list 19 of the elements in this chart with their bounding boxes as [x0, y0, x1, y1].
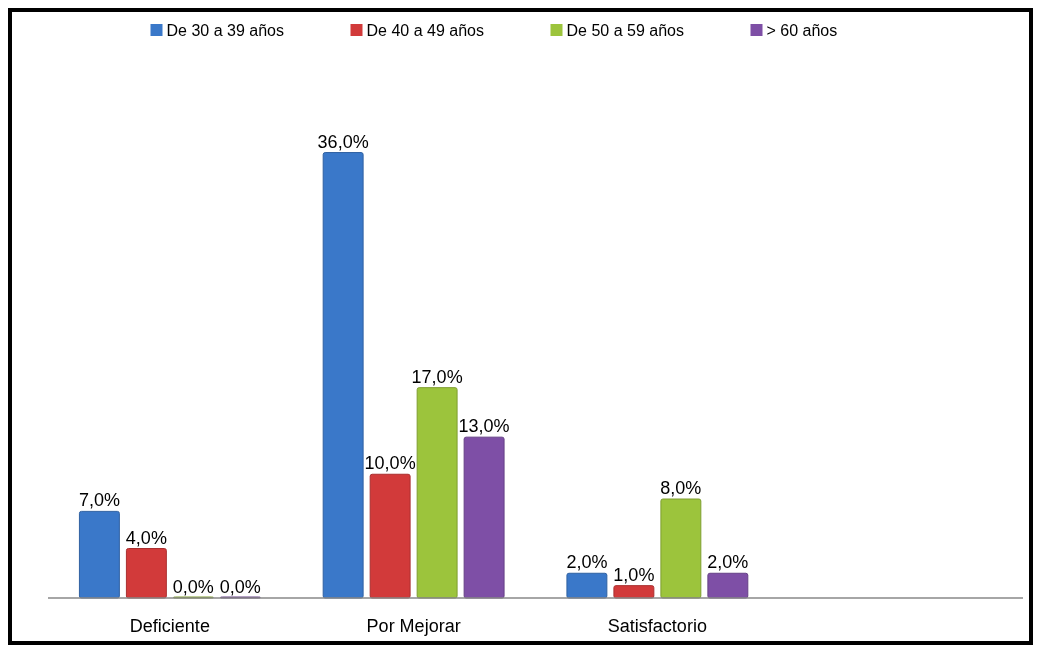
- x-tick-label: Satisfactorio: [607, 616, 707, 636]
- data-label: 13,0%: [458, 416, 510, 437]
- data-label: 7,0%: [78, 490, 120, 511]
- legend-label: De 30 a 39 años: [166, 22, 284, 39]
- x-tick-label: Deficiente: [129, 616, 210, 636]
- legend-label: De 40 a 49 años: [366, 22, 484, 39]
- data-label: 36,0%: [317, 131, 369, 152]
- data-label: 10,0%: [364, 453, 416, 474]
- data-label: 2,0%: [566, 552, 608, 573]
- data-label: 17,0%: [411, 366, 463, 387]
- data-label: 4,0%: [125, 527, 167, 548]
- x-tick-label: Por Mejorar: [366, 616, 461, 636]
- legend-label: De 50 a 59 años: [566, 22, 684, 39]
- legend-label: > 60 años: [766, 22, 838, 39]
- data-label: 0,0%: [219, 577, 261, 597]
- data-label: 2,0%: [707, 552, 749, 573]
- data-label: 8,0%: [660, 478, 702, 499]
- data-label: 1,0%: [613, 564, 655, 585]
- data-label: 0,0%: [172, 577, 214, 597]
